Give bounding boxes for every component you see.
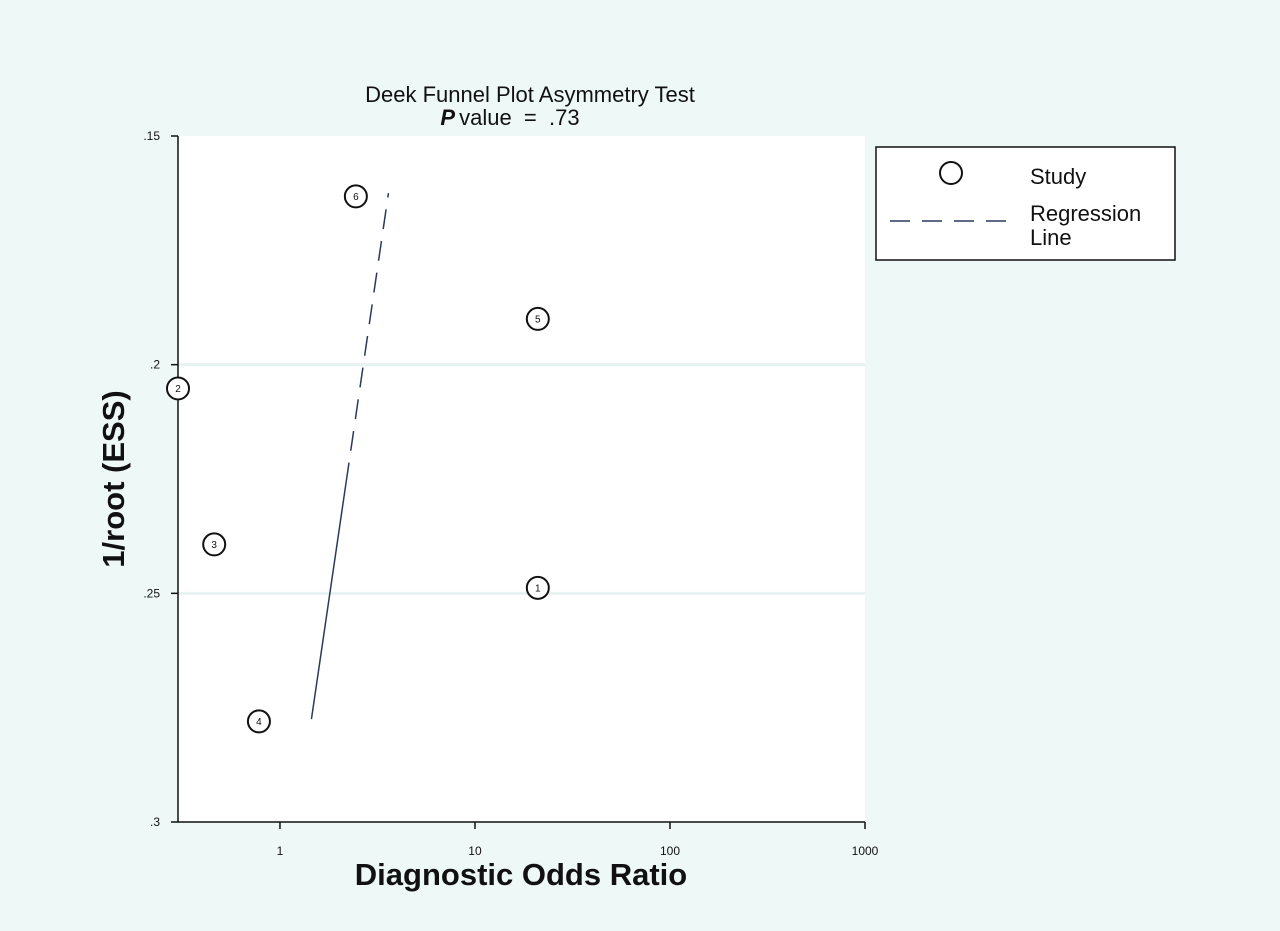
gridlines	[178, 363, 865, 595]
legend-regression-label-line1: Regression	[1030, 201, 1141, 226]
legend-regression-label-line2: Line	[1030, 225, 1072, 250]
study-label: 5	[535, 314, 541, 325]
y-tick-label: .2	[150, 358, 160, 372]
study-circle	[343, 184, 368, 209]
y-axis-title: 1/root (ESS)	[96, 390, 131, 567]
legend-study-label: Study	[1030, 164, 1086, 189]
x-tick-label: 1000	[852, 844, 879, 858]
y-tick-label: .3	[150, 815, 160, 829]
study-circle	[525, 306, 550, 331]
study-markers: 1 2 3 4 5 6	[166, 184, 550, 734]
y-tick-label: .25	[143, 586, 160, 600]
regression-line-solid	[310, 482, 347, 720]
study-label: 2	[175, 384, 181, 395]
legend-regression-label: Regression Line	[1030, 201, 1147, 250]
p-value-text: value = .73	[459, 105, 579, 130]
y-tick-label: .15	[143, 129, 160, 143]
x-tick-label: 100	[660, 844, 680, 858]
study-marker-5: 5	[525, 306, 550, 331]
study-marker-4: 4	[246, 709, 271, 734]
x-tick-label: 10	[468, 844, 482, 858]
x-tick-label: 1	[277, 844, 284, 858]
plot-area	[178, 136, 865, 822]
study-marker-2: 2	[166, 376, 190, 401]
legend: Study Regression Line	[875, 146, 1176, 261]
study-circle	[246, 709, 271, 734]
legend-study-symbol	[939, 161, 963, 185]
regression-line-group	[310, 193, 390, 720]
regression-line-dashed	[345, 193, 390, 483]
study-marker-3: 3	[202, 532, 227, 557]
study-circle	[166, 376, 190, 401]
x-axis-title: Diagnostic Odds Ratio	[355, 857, 687, 892]
chart-title: Deek Funnel Plot Asymmetry Test	[365, 82, 695, 107]
study-label: 3	[211, 540, 217, 551]
study-label: 6	[353, 192, 359, 203]
y-axis-ticks: .15 .2 .25 .3	[143, 129, 178, 829]
study-label: 1	[535, 583, 541, 594]
study-circle	[202, 532, 227, 557]
study-label: 4	[256, 717, 262, 728]
legend-box	[875, 146, 1176, 261]
study-marker-1: 1	[525, 575, 550, 600]
study-marker-6: 6	[343, 184, 368, 209]
study-circle	[525, 575, 550, 600]
x-axis-ticks: 1 10 100 1000	[277, 822, 879, 858]
p-label: P	[440, 105, 455, 130]
